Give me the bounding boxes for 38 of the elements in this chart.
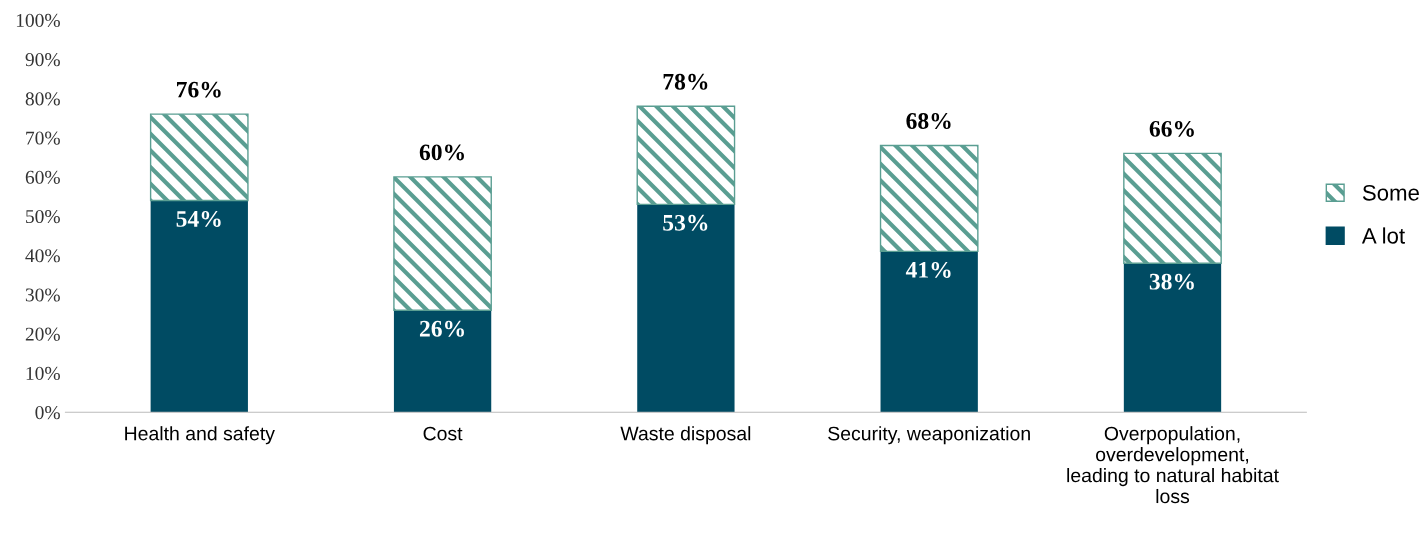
x-tick-label: Waste disposal [620,426,751,445]
bar [1123,152,1222,264]
legend-label: A lot [1361,227,1405,244]
total-label: 76% [177,81,221,98]
bar [150,200,248,413]
bar [1123,263,1222,413]
bar [880,251,978,413]
data-label: 26% [419,320,464,337]
bar [149,113,249,202]
bar [879,144,979,253]
data-label: 54% [176,210,221,227]
bar [393,310,492,413]
bar [636,105,736,206]
x-tick-label: Overpopulation, overdevelopment, leading to natural habitat loss [1067,426,1279,504]
y-tick-label: 40% [25,249,60,263]
total-label: 68% [906,113,951,130]
legend-label: Some [1362,184,1419,201]
y-tick-label: 10% [26,366,60,381]
bar [393,176,492,311]
data-label: 41% [905,261,951,278]
y-tick-label: 50% [26,209,60,224]
data-label: 53% [663,214,708,231]
total-label: 60% [419,144,464,161]
y-tick-label: 60% [25,170,60,184]
x-tick-label: Cost [423,426,463,441]
y-tick-label: 90% [25,53,60,67]
y-tick-label: 80% [25,92,60,106]
y-tick-label: 30% [25,288,60,302]
x-tick-label: Security, weaponization [828,426,1030,445]
y-tick-label: 0% [35,406,60,420]
data-label: 38% [1149,273,1194,290]
total-label: 78% [663,73,708,90]
y-tick-label: 20% [25,327,60,341]
y-tick-label: 70% [26,131,60,145]
total-label: 66% [1149,120,1194,137]
y-tick-label: 100% [16,13,60,28]
bar [637,204,735,413]
x-tick-label: Health and safety [125,426,275,445]
